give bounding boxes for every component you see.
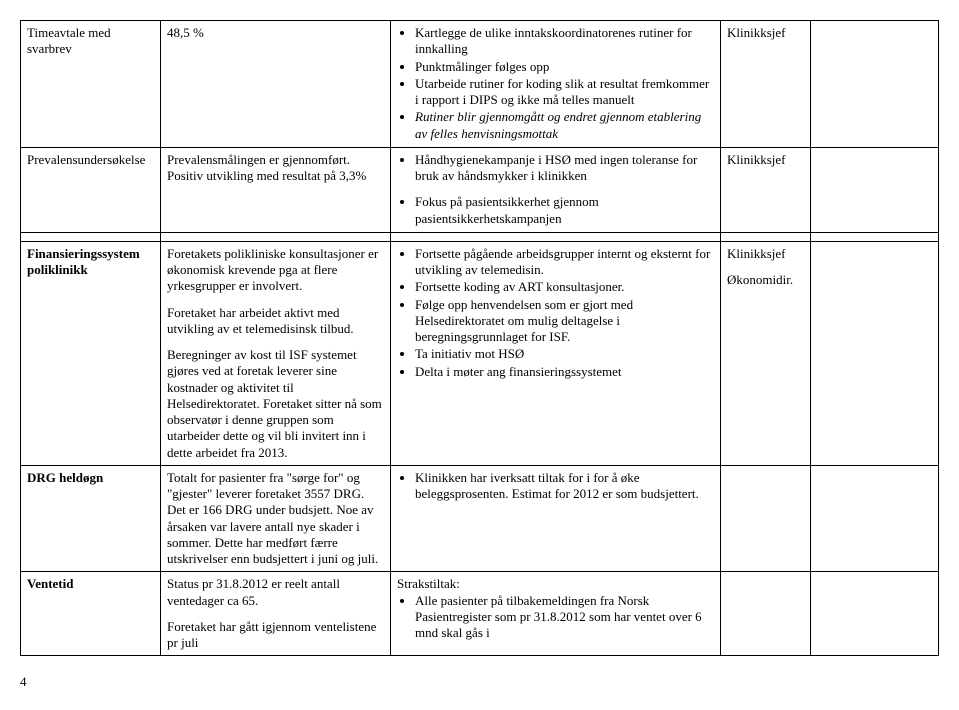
list-item: Rutiner blir gjennomgått og endret gjenn…	[415, 109, 714, 142]
cell-empty	[811, 147, 939, 232]
cell-topic: Ventetid	[21, 572, 161, 656]
cell-actions: Klinikken har iverksatt tiltak for i for…	[391, 465, 721, 572]
table-row: Finansieringssystem poliklinikk Foretake…	[21, 241, 939, 465]
cell-responsible	[721, 465, 811, 572]
cell-status: Totalt for pasienter fra "sørge for" og …	[161, 465, 391, 572]
cell-responsible	[721, 572, 811, 656]
cell-empty	[811, 241, 939, 465]
list-item: Utarbeide rutiner for koding slik at res…	[415, 76, 714, 109]
cell-empty	[811, 465, 939, 572]
cell-status: Foretakets polikliniske konsultasjoner e…	[161, 241, 391, 465]
cell-topic: Timeavtale med svarbrev	[21, 21, 161, 148]
cell-actions: Håndhygienekampanje i HSØ med ingen tole…	[391, 147, 721, 232]
table-row: DRG heldøgn Totalt for pasienter fra "sø…	[21, 465, 939, 572]
table-row: Ventetid Status pr 31.8.2012 er reelt an…	[21, 572, 939, 656]
list-item: Fortsette koding av ART konsultasjoner.	[415, 279, 714, 295]
list-item: Fokus på pasientsikkerhet gjennom pasien…	[415, 194, 714, 227]
cell-topic: Finansieringssystem poliklinikk	[21, 241, 161, 465]
cell-topic: Prevalensundersøkelse	[21, 147, 161, 232]
list-item: Klinikken har iverksatt tiltak for i for…	[415, 470, 714, 503]
page-number: 4	[20, 674, 939, 690]
cell-status: Prevalensmålingen er gjennomført. Positi…	[161, 147, 391, 232]
cell-responsible: Klinikksjef	[721, 147, 811, 232]
cell-responsible: Klinikksjef	[721, 21, 811, 148]
list-item: Punktmålinger følges opp	[415, 59, 714, 75]
list-item: Fortsette pågående arbeidsgrupper intern…	[415, 246, 714, 279]
data-table: Timeavtale med svarbrev 48,5 % Kartlegge…	[20, 20, 939, 656]
cell-actions: Kartlegge de ulike inntakskoordinatorene…	[391, 21, 721, 148]
list-item: Alle pasienter på tilbakemeldingen fra N…	[415, 593, 714, 642]
table-row: Prevalensundersøkelse Prevalensmålingen …	[21, 147, 939, 232]
list-item: Ta initiativ mot HSØ	[415, 346, 714, 362]
cell-responsible: Klinikksjef Økonomidir.	[721, 241, 811, 465]
cell-empty	[811, 572, 939, 656]
list-item: Følge opp henvendelsen som er gjort med …	[415, 297, 714, 346]
list-item: Delta i møter ang finansieringssystemet	[415, 364, 714, 380]
cell-empty	[811, 21, 939, 148]
table-row-spacer	[21, 232, 939, 241]
list-item: Kartlegge de ulike inntakskoordinatorene…	[415, 25, 714, 58]
cell-status: Status pr 31.8.2012 er reelt antall vent…	[161, 572, 391, 656]
cell-actions: Strakstiltak: Alle pasienter på tilbakem…	[391, 572, 721, 656]
table-row: Timeavtale med svarbrev 48,5 % Kartlegge…	[21, 21, 939, 148]
cell-actions: Fortsette pågående arbeidsgrupper intern…	[391, 241, 721, 465]
list-item: Håndhygienekampanje i HSØ med ingen tole…	[415, 152, 714, 185]
cell-status: 48,5 %	[161, 21, 391, 148]
cell-topic: DRG heldøgn	[21, 465, 161, 572]
